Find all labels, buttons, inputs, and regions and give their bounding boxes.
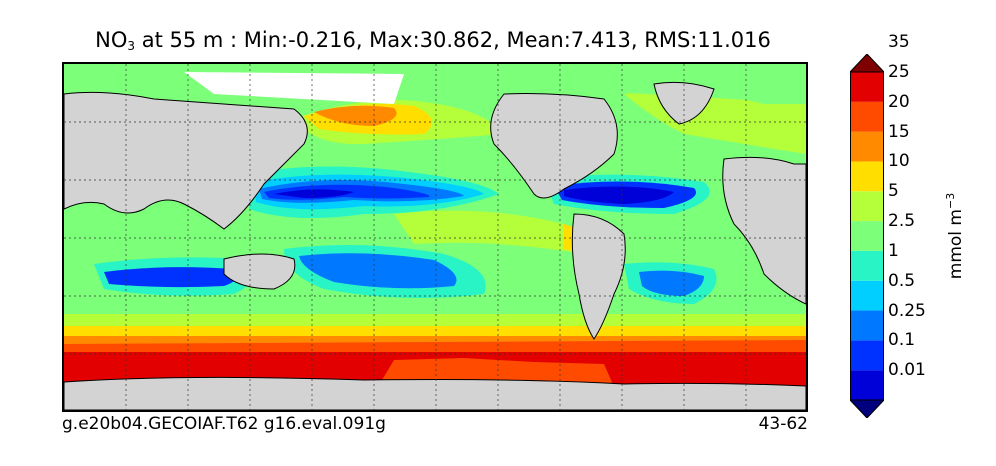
colorbar-tick-label: 5 — [888, 181, 899, 202]
colorbar-bin — [850, 161, 884, 192]
antarctica — [64, 376, 806, 410]
arctic-fill-value — [184, 72, 404, 104]
graticule — [64, 64, 806, 410]
satl-gyre-0.25-0.5 — [639, 270, 704, 296]
colorbar-tick-label: 1 — [888, 240, 899, 261]
colorbar-bin — [850, 221, 884, 251]
colorbar-bin — [850, 310, 884, 341]
colorbar-tick-label: 0.25 — [888, 300, 926, 321]
australia — [223, 253, 296, 290]
colorbar-tick-label: 0.01 — [888, 360, 926, 381]
title-species-subscript: 3 — [127, 39, 136, 53]
colorbar-tick-label: 10 — [888, 151, 910, 172]
south-america — [571, 213, 626, 340]
colorbar-bin — [850, 72, 884, 102]
colorbar-bin — [850, 340, 884, 371]
band-20-25 — [64, 340, 806, 354]
band-5-10 — [64, 314, 806, 328]
colorbar-tick-label: 15 — [888, 121, 910, 142]
title-species: NO — [95, 28, 128, 52]
colorbar-bin — [850, 370, 884, 400]
africa — [722, 156, 806, 305]
colorbar-tick-label: 0.5 — [888, 270, 916, 291]
colorbar-bin — [850, 191, 884, 222]
colorbar-tick-label: 35 — [888, 32, 910, 53]
band-10-15 — [64, 326, 806, 338]
ocean-field-map — [64, 64, 806, 410]
units-text: mmol m — [945, 209, 966, 280]
colorbar-units: mmol m−3 — [944, 193, 966, 279]
plot-title: NO3 at 55 m : Min:-0.216, Max:30.862, Me… — [0, 28, 866, 53]
colorbar-outline — [850, 71, 884, 401]
indian-gyre-0.1-0.25 — [104, 267, 238, 288]
units-exponent: −3 — [944, 192, 958, 209]
band-15-20 — [64, 336, 806, 346]
run-name: g.e20b04.GECOIAF.T62 g16.eval.091g — [62, 414, 386, 434]
year-range: 43-62 — [758, 414, 808, 434]
colorbar-tick-label: 25 — [888, 62, 910, 82]
map-panel — [62, 62, 808, 412]
greenland — [653, 81, 715, 125]
colorbar-bin — [850, 131, 884, 162]
colorbar-extend-min-arrow — [850, 399, 884, 418]
spac-gyre-0.25-0.5 — [299, 253, 457, 289]
colorbar-bin — [850, 101, 884, 132]
npac-gyre-0.01-0.1 — [274, 189, 354, 198]
north-america — [490, 93, 618, 199]
colorbar-tick-label: 2.5 — [888, 211, 916, 232]
land — [64, 81, 806, 410]
eq-pac-5-10 — [394, 210, 584, 254]
colorbar-tick-label: 0.1 — [888, 330, 916, 351]
colorbar-bin — [850, 250, 884, 281]
title-stats: at 55 m : Min:-0.216, Max:30.862, Mean:7… — [135, 28, 771, 52]
colorbar-extend-max-arrow — [850, 54, 884, 73]
colorbar — [850, 54, 884, 418]
natl-gyre-0.01-0.1 — [564, 186, 674, 204]
eurasia — [64, 91, 308, 230]
colorbar-tick-label: 20 — [888, 91, 910, 112]
npac-15-20 — [314, 105, 397, 126]
colorbar-bin — [850, 280, 884, 311]
